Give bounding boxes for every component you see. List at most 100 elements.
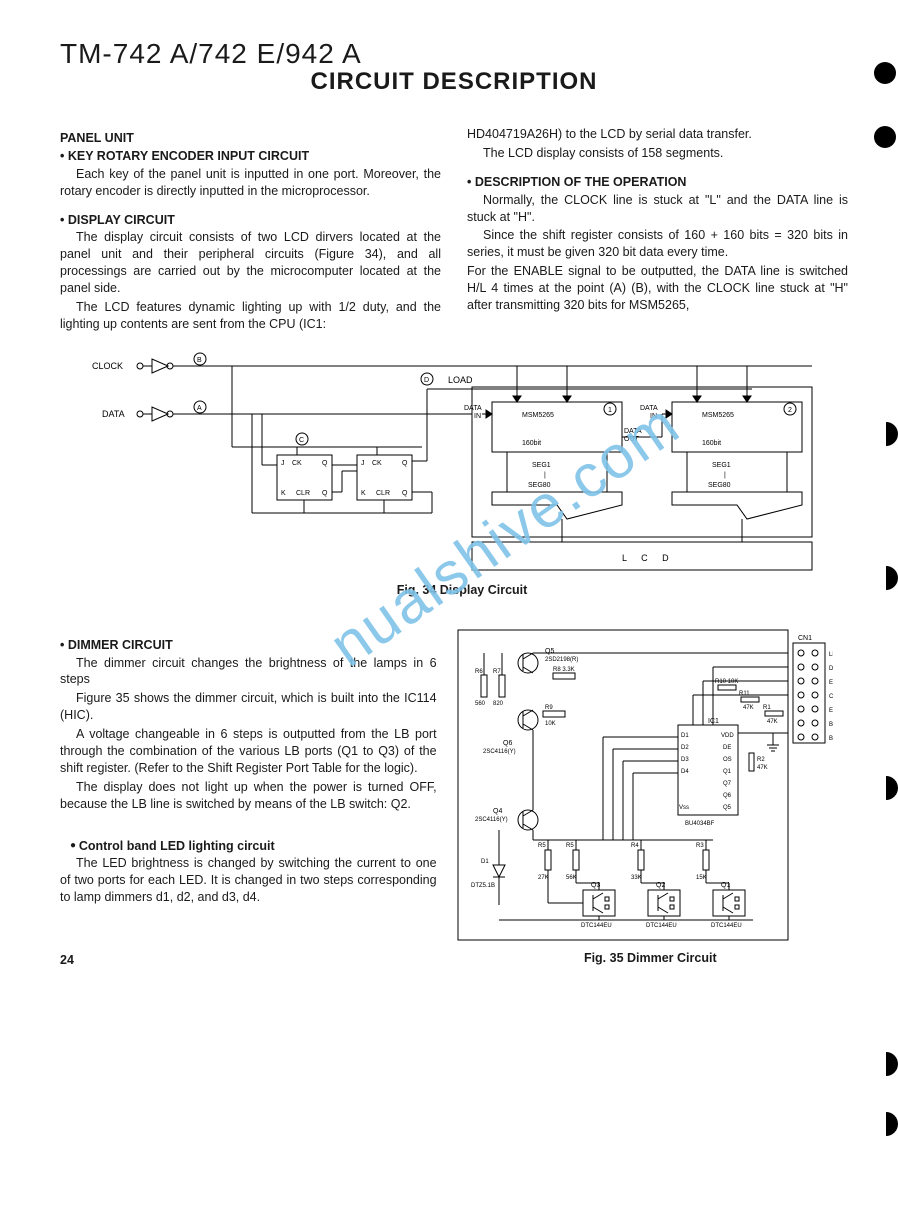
label-data-out: DATA: [624, 428, 642, 435]
svg-text:15K: 15K: [696, 875, 707, 881]
svg-text:LB: LB: [829, 652, 833, 658]
svg-text:DTZ5.1B: DTZ5.1B: [471, 883, 495, 889]
svg-text:SEG80: SEG80: [708, 482, 731, 489]
paragraph: A voltage changeable in 6 steps is outpu…: [60, 726, 437, 777]
svg-text:D1: D1: [681, 733, 689, 739]
node-1: 1: [608, 407, 612, 414]
svg-text:R3: R3: [696, 843, 704, 849]
paragraph: The display circuit consists of two LCD …: [60, 229, 441, 297]
binder-mark: [886, 1112, 898, 1136]
paragraph: Normally, the CLOCK line is stuck at "L"…: [467, 192, 848, 226]
svg-text:R5: R5: [566, 843, 574, 849]
paragraph: The LCD display consists of 158 segments…: [467, 145, 848, 162]
section-panel-unit: PANEL UNIT: [60, 130, 441, 147]
label-load: LOAD: [448, 375, 473, 385]
svg-text:VDD: VDD: [721, 733, 734, 739]
label-lcd: L C D: [622, 553, 675, 563]
svg-text:D1: D1: [481, 859, 489, 865]
paragraph: For the ENABLE signal to be outputted, t…: [467, 263, 848, 314]
label-data-in-1: DATA: [464, 405, 482, 412]
svg-text:J: J: [361, 460, 365, 467]
svg-text:820: 820: [493, 701, 504, 707]
label-data: DATA: [102, 409, 125, 419]
svg-text:R10 10K: R10 10K: [715, 679, 738, 685]
svg-text:D4: D4: [681, 769, 689, 775]
svg-text:Vss: Vss: [679, 805, 689, 811]
svg-text:R8 3.3K: R8 3.3K: [553, 667, 575, 673]
svg-text:DTC144EU: DTC144EU: [711, 923, 742, 929]
dimmer-section: DIMMER CIRCUIT The dimmer circuit change…: [60, 625, 848, 965]
svg-text:47K: 47K: [743, 705, 754, 711]
svg-text:Q: Q: [402, 490, 408, 497]
svg-text:OS: OS: [723, 757, 732, 763]
svg-text:R2: R2: [757, 757, 765, 763]
svg-text:CLR: CLR: [376, 490, 390, 497]
fig35-caption: Fig. 35 Dimmer Circuit: [453, 951, 848, 965]
svg-text:R9: R9: [545, 705, 553, 711]
binder-mark: [886, 1052, 898, 1076]
chip2-name: MSM5265: [702, 412, 734, 419]
column-right: HD404719A26H) to the LCD by serial data …: [467, 126, 848, 335]
svg-text:OUT: OUT: [624, 436, 640, 443]
svg-text:SEG1: SEG1: [532, 462, 551, 469]
svg-text:2SC4116(Y): 2SC4116(Y): [475, 817, 508, 823]
subsection-led: Control band LED lighting circuit: [70, 838, 437, 855]
svg-text:2SC4116(Y): 2SC4116(Y): [483, 749, 516, 755]
svg-text:DTO: DTO: [829, 666, 833, 672]
q5: Q5: [545, 648, 554, 655]
page-title: CIRCUIT DESCRIPTION: [60, 68, 848, 96]
paragraph: The LED brightness is changed by switchi…: [60, 855, 437, 906]
svg-text:R5: R5: [538, 843, 546, 849]
svg-text:Q4: Q4: [493, 808, 502, 815]
svg-text:R7: R7: [493, 669, 501, 675]
subsection-operation: DESCRIPTION OF THE OPERATION: [467, 174, 848, 191]
node-b: B: [197, 357, 202, 364]
svg-text:R6: R6: [475, 669, 483, 675]
svg-text:CK: CK: [372, 460, 382, 467]
ic1: IC1: [708, 718, 719, 725]
node-c: C: [299, 437, 304, 444]
svg-text:DTC144EU: DTC144EU: [581, 923, 612, 929]
paragraph: Each key of the panel unit is inputted i…: [60, 166, 441, 200]
node-a: A: [197, 405, 202, 412]
paragraph: The display does not light up when the p…: [60, 779, 437, 813]
text-columns: PANEL UNIT KEY ROTARY ENCODER INPUT CIRC…: [60, 126, 848, 335]
svg-text:47K: 47K: [767, 719, 778, 725]
svg-text:Q5: Q5: [723, 805, 732, 811]
display-circuit-diagram: CLOCK B DATA A D LOAD MSM5265 160bit: [92, 347, 832, 577]
svg-text:DATA: DATA: [640, 405, 658, 412]
subsection-key-rotary: KEY ROTARY ENCODER INPUT CIRCUIT: [60, 148, 441, 165]
label-clock: CLOCK: [92, 361, 123, 371]
svg-text:J: J: [281, 460, 285, 467]
subsection-display: DISPLAY CIRCUIT: [60, 212, 441, 229]
svg-text:IN: IN: [474, 413, 481, 420]
node-d: D: [424, 377, 429, 384]
svg-text:33K: 33K: [631, 875, 642, 881]
svg-text:E: E: [829, 708, 833, 714]
svg-text:47K: 47K: [757, 765, 768, 771]
paragraph: The dimmer circuit changes the brightnes…: [60, 655, 437, 689]
node-2: 2: [788, 407, 792, 414]
svg-text:IN: IN: [650, 413, 657, 420]
svg-text:DTC144EU: DTC144EU: [646, 923, 677, 929]
page-content: TM-742 A/742 E/942 A CIRCUIT DESCRIPTION…: [0, 0, 898, 995]
svg-text:SEG80: SEG80: [528, 482, 551, 489]
svg-text:27K: 27K: [538, 875, 549, 881]
svg-text:R1: R1: [763, 705, 771, 711]
column-left: PANEL UNIT KEY ROTARY ENCODER INPUT CIRC…: [60, 126, 441, 335]
svg-text:|: |: [544, 472, 546, 479]
svg-text:SEG1: SEG1: [712, 462, 731, 469]
svg-text:Q: Q: [402, 460, 408, 467]
chip2-bits: 160bit: [702, 440, 721, 447]
svg-text:K: K: [361, 490, 366, 497]
label-cn1: CN1: [798, 635, 812, 642]
svg-text:Q6: Q6: [723, 793, 732, 799]
svg-text:Q6: Q6: [503, 740, 512, 747]
paragraph: Since the shift register consists of 160…: [467, 227, 848, 261]
svg-text:BU4034BF: BU4034BF: [685, 821, 715, 827]
svg-text:BC: BC: [829, 722, 833, 728]
svg-text:Q7: Q7: [723, 781, 732, 787]
svg-text:D3: D3: [681, 757, 689, 763]
paragraph: HD404719A26H) to the LCD by serial data …: [467, 126, 848, 143]
figure-35: CN1 LB DTO ES CK E BC B Q5 2SD2198(R): [453, 625, 848, 965]
